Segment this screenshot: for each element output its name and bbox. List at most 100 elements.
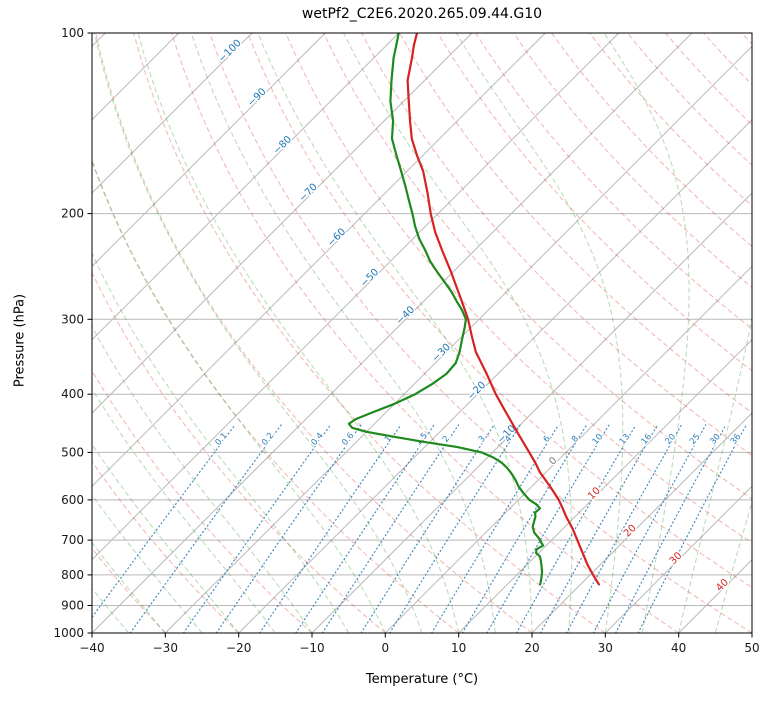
mixing-ratio-label: 0.2 [260, 431, 276, 448]
x-tick-label: −30 [153, 641, 178, 655]
isotherm-line [311, 192, 752, 633]
dry-adiabat-line [475, 33, 752, 330]
dry-adiabat-line [285, 33, 752, 544]
mixing-ratio-label: 10 [591, 432, 606, 447]
mixing-ratio-line [321, 424, 460, 633]
isotherm-label: −80 [271, 134, 294, 157]
isotherm-line [384, 265, 752, 633]
y-tick-label: 1000 [53, 626, 84, 640]
mixing-ratio-line [461, 424, 588, 633]
mixing-ratio-line [182, 424, 332, 633]
mixing-ratio-line [295, 424, 435, 633]
isotherm-line [92, 33, 253, 194]
mixing-ratio-line [92, 424, 236, 619]
isotherm-label: −40 [394, 304, 417, 327]
moist-adiabat-line [678, 315, 752, 633]
x-tick-label: −10 [299, 641, 324, 655]
isotherm-line [92, 33, 400, 341]
y-tick-label: 200 [61, 207, 84, 221]
isotherm-label: 30 [668, 550, 685, 567]
moist-adiabat-line [190, 33, 496, 633]
mixing-ratio-line [431, 424, 560, 633]
moist-adiabat-line [92, 251, 350, 633]
dry-adiabat-line [92, 159, 460, 633]
isotherm-line [238, 118, 752, 633]
isotherm-label: −60 [326, 226, 349, 249]
moist-adiabat-line [93, 33, 423, 633]
isotherm-line [458, 338, 752, 633]
dry-adiabat-line [92, 271, 386, 633]
moist-adiabat-line [455, 33, 624, 633]
moist-adiabat-line [92, 443, 240, 633]
mixing-ratio-label: 0.6 [340, 431, 356, 448]
isotherm-line [92, 33, 326, 268]
isotherm-line [678, 558, 752, 633]
mixing-ratio-line [486, 424, 610, 633]
plot-frame [91, 32, 753, 634]
moist-adiabat-line [603, 33, 690, 633]
x-tick-label: 20 [524, 641, 539, 655]
dry-adiabat-line [551, 33, 752, 248]
moist-adiabat-line [714, 499, 752, 633]
dry-adiabat-line [741, 33, 752, 45]
moist-adiabat-line [92, 387, 276, 633]
x-tick-label: 0 [381, 641, 389, 655]
x-tick-label: 10 [451, 641, 466, 655]
isotherm-line [604, 485, 752, 633]
dry-adiabat-line [323, 33, 752, 500]
dry-adiabat-line [209, 33, 752, 633]
y-tick-label: 300 [61, 312, 84, 326]
y-tick-label: 100 [61, 26, 84, 40]
isotherm-label: 0 [547, 455, 559, 467]
plot-title: wetPf2_C2E6.2020.265.09.44.G10 [301, 6, 543, 22]
background-lines: −100−90−80−70−60−50−40−30−20−10010203040… [92, 33, 752, 633]
mixing-ratio-line [614, 424, 727, 633]
x-axis-label: Temperature (°C) [365, 672, 479, 687]
y-tick-label: 900 [61, 599, 84, 613]
mixing-ratio-line [389, 424, 521, 633]
dry-adiabat-line [703, 33, 752, 86]
y-tick-label: 700 [61, 533, 84, 547]
moist-adiabat-line [343, 33, 573, 633]
mixing-ratio-label: 2 [441, 434, 452, 445]
isotherm-label: −20 [466, 380, 489, 403]
isotherm-line [164, 45, 752, 633]
isotherm-label: −70 [297, 182, 320, 205]
dry-adiabat-line [92, 460, 240, 633]
dry-adiabat-line [437, 33, 752, 372]
mixing-ratio-line [637, 424, 747, 633]
mixing-ratio-line [360, 424, 495, 633]
mixing-ratio-label: 0.1 [213, 431, 229, 448]
mixing-ratio-label: 20 [664, 432, 679, 447]
isotherm-line [92, 33, 693, 633]
mixing-ratio-label: 8 [570, 434, 581, 445]
mixing-ratio-label: 3 [477, 434, 488, 445]
mixing-ratio-line [515, 424, 637, 633]
mixing-ratio-line [259, 424, 402, 633]
x-tick-label: 30 [598, 641, 613, 655]
dry-adiabat-line [95, 33, 533, 633]
y-tick-label: 600 [61, 493, 84, 507]
isotherm-label: −50 [359, 267, 382, 290]
mixing-ratio-label: 25 [688, 432, 703, 447]
dry-adiabat-line [92, 369, 313, 633]
y-axis-label: Pressure (hPa) [12, 293, 28, 388]
moist-adiabat-line [137, 33, 460, 633]
dry-adiabat-line [399, 33, 752, 414]
isotherm-label: 40 [714, 577, 731, 594]
dry-adiabat-line [513, 33, 752, 289]
x-tick-label: −20 [226, 641, 251, 655]
axes: −40 −30 −20 −10 0 10 20 30 40 5010020030040050060… [53, 26, 759, 655]
dry-adiabat-line [665, 33, 752, 126]
isotherm-label: −90 [246, 86, 269, 109]
isotherm-line [92, 33, 620, 561]
dry-adiabat-line [361, 33, 752, 457]
isotherm-line [531, 412, 752, 633]
isotherm-line [92, 33, 546, 488]
mixing-ratio-line [539, 424, 659, 633]
moist-adiabat-line [257, 33, 533, 633]
moist-adiabat-line [92, 158, 386, 633]
dewpoint-curve [347, 33, 545, 586]
isotherm-line [92, 33, 473, 414]
